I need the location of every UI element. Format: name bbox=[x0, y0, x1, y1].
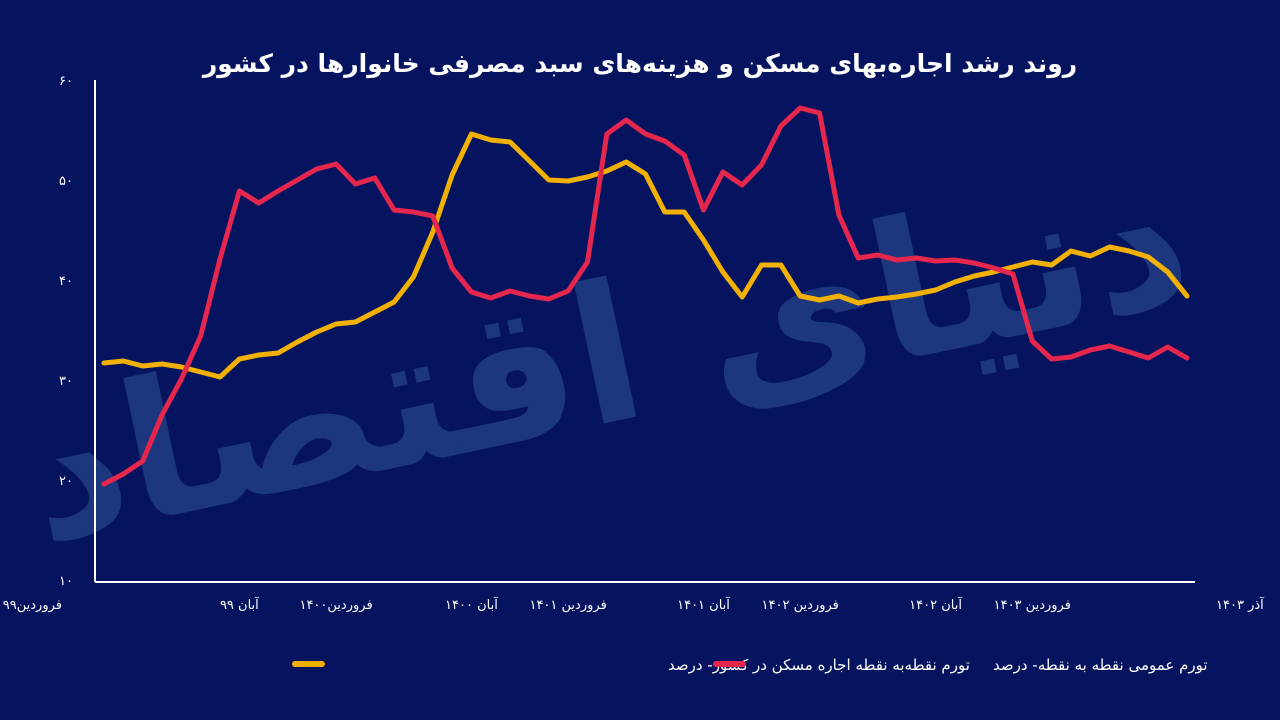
x-tick-label: فروردین ۱۴۰۱ bbox=[529, 598, 606, 613]
y-tick-label: ۳۰ bbox=[59, 374, 73, 389]
x-tick-label: فروردین ۱۴۰۲ bbox=[762, 598, 839, 613]
x-tick-label: فروردین ۱۴۰۳ bbox=[994, 598, 1071, 613]
series-line-rent-inflation bbox=[101, 131, 1190, 380]
series-layer bbox=[101, 105, 1190, 487]
legend-label-rent: تورم نقطه‌به نقطه اجاره مسکن در کشور- در… bbox=[668, 656, 970, 674]
x-tick-label: آبان ۹۹ bbox=[220, 596, 260, 613]
x-tick-label: فروردین۱۴۰۰ bbox=[299, 598, 372, 613]
y-tick-label: ۲۰ bbox=[59, 474, 73, 489]
x-axis-ticks: فروردین۹۹ آبان ۹۹ فروردین۱۴۰۰ آبان ۱۴۰۰ فرور… bbox=[3, 596, 1265, 613]
x-tick-label: آبان ۱۴۰۲ bbox=[909, 596, 963, 613]
y-tick-label: ۶۰ bbox=[59, 74, 73, 89]
y-tick-label: ۴۰ bbox=[59, 274, 73, 289]
legend-label-general: تورم عمومی نقطه به نقطه- درصد bbox=[993, 656, 1208, 674]
legend: تورم نقطه‌به نقطه اجاره مسکن در کشور- در… bbox=[292, 656, 1208, 674]
series-line-general-inflation bbox=[101, 105, 1190, 487]
x-tick-label: آبان ۱۴۰۱ bbox=[677, 596, 731, 613]
x-tick-label: آبان ۱۴۰۰ bbox=[445, 596, 499, 613]
x-tick-label: آذر ۱۴۰۳ bbox=[1216, 596, 1265, 613]
y-tick-label: ۵۰ bbox=[59, 174, 73, 189]
x-tick-label: فروردین۹۹ bbox=[3, 598, 62, 613]
y-axis-ticks: ۱۰ ۲۰ ۳۰ ۴۰ ۵۰ ۶۰ bbox=[59, 74, 73, 589]
y-tick-label: ۱۰ bbox=[59, 574, 73, 589]
watermark-logo: دنیای اقتصاد bbox=[6, 125, 1207, 587]
chart-title: روند رشد اجاره‌بهای مسکن و هزینه‌های سبد… bbox=[201, 49, 1077, 79]
